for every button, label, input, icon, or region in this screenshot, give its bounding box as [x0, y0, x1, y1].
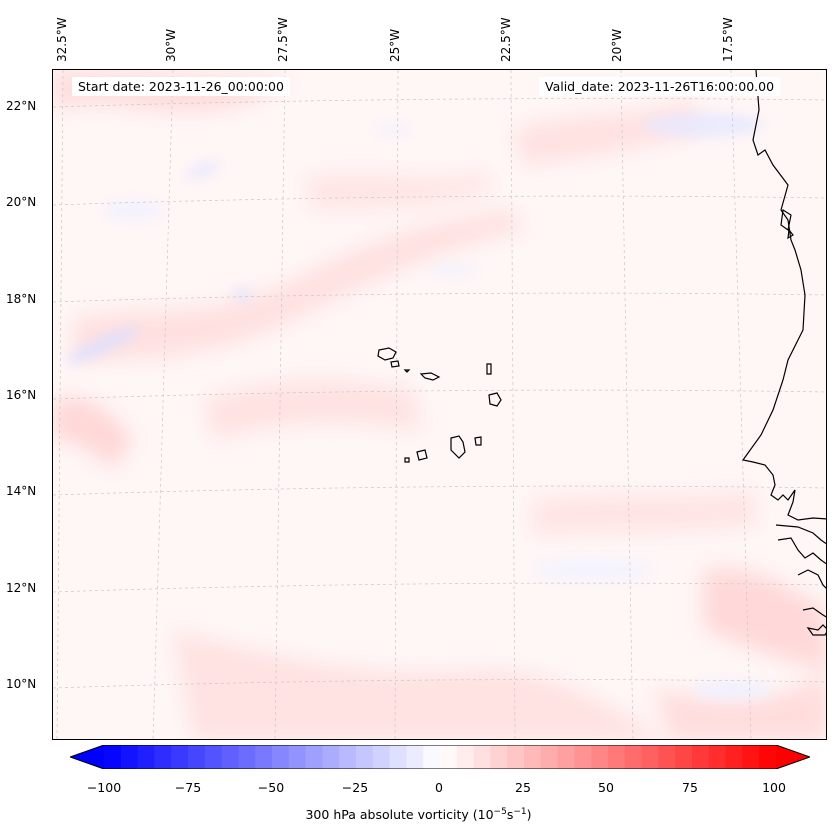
colorbar-tick: 25 [515, 780, 531, 795]
colorbar-label-unit: s [506, 807, 514, 823]
lat-label: 16°N [6, 388, 37, 402]
map-plot-area [52, 69, 827, 740]
colorbar-label-exponent: −1 [513, 807, 527, 817]
lon-label: 20°W [610, 28, 624, 62]
lon-label: 17.5°W [721, 17, 735, 62]
valid-date-label: Valid_date: 2023-11-26T16:00:00.00 [539, 77, 781, 96]
colorbar-label-end: ) [526, 807, 532, 823]
graticule [53, 70, 826, 739]
colorbar-label-text: 300 hPa absolute vorticity (10 [305, 807, 494, 823]
colorbar-tick: 100 [762, 780, 786, 795]
lat-label: 18°N [6, 292, 37, 306]
vorticity-field [53, 70, 826, 739]
lat-label: 10°N [6, 677, 37, 691]
lat-label: 14°N [6, 484, 37, 498]
colorbar-label-exponent: −5 [493, 807, 507, 817]
colorbar-tick: −25 [341, 780, 369, 795]
colorbar-tick: −50 [257, 780, 285, 795]
brava-island [404, 457, 410, 463]
start-date-label: Start date: 2023-11-26_00:00:00 [72, 77, 290, 96]
colorbar-tick: 0 [435, 780, 443, 795]
lon-label: 27.5°W [276, 17, 290, 62]
lon-label: 22.5°W [499, 17, 513, 62]
colorbar-tick: −100 [86, 780, 122, 795]
sal-island [486, 363, 492, 375]
lat-label: 12°N [6, 581, 37, 595]
colorbar-max-extension [776, 745, 810, 769]
colorbar-tick: 50 [598, 780, 614, 795]
sao-nicolau-island [419, 372, 441, 381]
colorbar-tick: −75 [174, 780, 202, 795]
fogo-island [416, 449, 428, 461]
lon-label: 25°W [388, 28, 402, 62]
santo-antao-island [377, 347, 397, 361]
lat-label: 22°N [6, 99, 37, 113]
sao-vicente-island [390, 360, 400, 368]
colorbar-min-extension [70, 745, 104, 769]
vorticity-map [53, 70, 826, 739]
colorbar-tick: 75 [682, 780, 698, 795]
africa-coastline [741, 70, 826, 521]
colorbar-gradient [68, 744, 812, 770]
lon-label: 32.5°W [55, 17, 69, 62]
colorbar-label: 300 hPa absolute vorticity (10−5s−1) [0, 807, 837, 822]
maio-island [474, 436, 482, 446]
boa-vista-island [488, 392, 502, 407]
lat-label: 20°N [6, 195, 37, 209]
lon-label: 30°W [164, 28, 178, 62]
santiago-island [450, 435, 466, 459]
coastlines [377, 70, 826, 636]
negative-vorticity-patches [66, 113, 773, 700]
colorbar [68, 744, 812, 770]
